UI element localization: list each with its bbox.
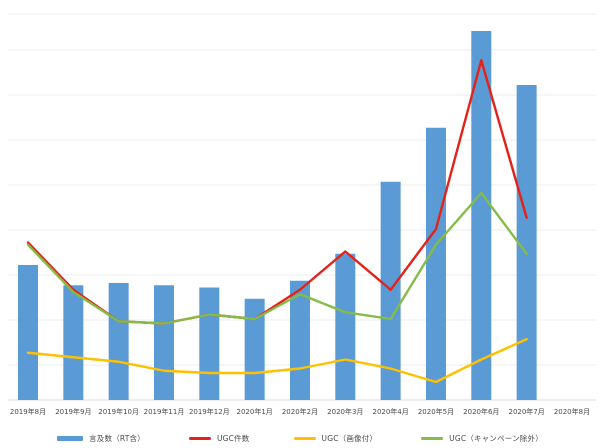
bar-2019年11月 <box>153 285 174 400</box>
x-axis-label: 2020年7月 <box>508 407 544 416</box>
x-axis-label: 2020年5月 <box>418 407 454 416</box>
bar-2020年1月 <box>244 298 265 400</box>
legend-label-ugc-nocampaign: UGC（キャンペーン除外） <box>449 434 543 443</box>
x-axis-label: 2019年12月 <box>189 407 230 416</box>
line-series-2 <box>26 338 528 384</box>
x-axis-label: 2020年3月 <box>327 407 363 416</box>
x-axis-label: 2020年6月 <box>463 407 499 416</box>
bar-2019年10月 <box>108 283 129 400</box>
bar-2020年3月 <box>335 253 356 400</box>
chart-svg: 2019年8月 2019年9月 2019年10月 2019年11月 2019年12月 20… <box>8 13 596 416</box>
bar-2020年7月 <box>516 85 537 400</box>
x-axis-label: 2019年10月 <box>98 407 139 416</box>
line-series-1 <box>26 59 528 325</box>
yellow-line-swatch-icon <box>293 437 316 440</box>
legend-label-ugc-image: UGC（画像付） <box>321 434 378 443</box>
chart-legend: 言及数（RT含） UGC件数 UGC（画像付） UGC（キャンペーン除外） <box>0 433 600 444</box>
x-axis-label: 2019年9月 <box>55 407 91 416</box>
x-axis-label: 2020年4月 <box>372 407 408 416</box>
bar-2019年12月 <box>199 287 220 400</box>
x-axis-label: 2020年2月 <box>282 407 318 416</box>
x-axis-label: 2019年11月 <box>144 407 185 416</box>
bar-2019年8月 <box>18 265 38 400</box>
x-axis-label: 2020年8月 <box>554 407 590 416</box>
legend-item-ugc-count: UGC件数 <box>188 433 250 444</box>
bar-2020年6月 <box>471 31 492 400</box>
legend-label-ugc-count: UGC件数 <box>216 434 250 443</box>
x-axis-label: 2020年1月 <box>237 407 273 416</box>
line-series-3 <box>26 191 528 325</box>
legend-item-ugc-nocampaign: UGC（キャンペーン除外） <box>421 433 543 444</box>
green-line-swatch-icon <box>421 437 444 440</box>
legend-label-mentions: 言及数（RT含） <box>89 434 145 443</box>
legend-item-mentions: 言及数（RT含） <box>57 433 145 444</box>
bar-2020年5月 <box>425 127 446 400</box>
bar-series-swatch-icon <box>57 436 84 441</box>
red-line-swatch-icon <box>188 437 211 440</box>
bar-2019年9月 <box>63 285 84 400</box>
x-axis-label: 2019年8月 <box>10 407 46 416</box>
legend-item-ugc-image: UGC（画像付） <box>293 433 378 444</box>
